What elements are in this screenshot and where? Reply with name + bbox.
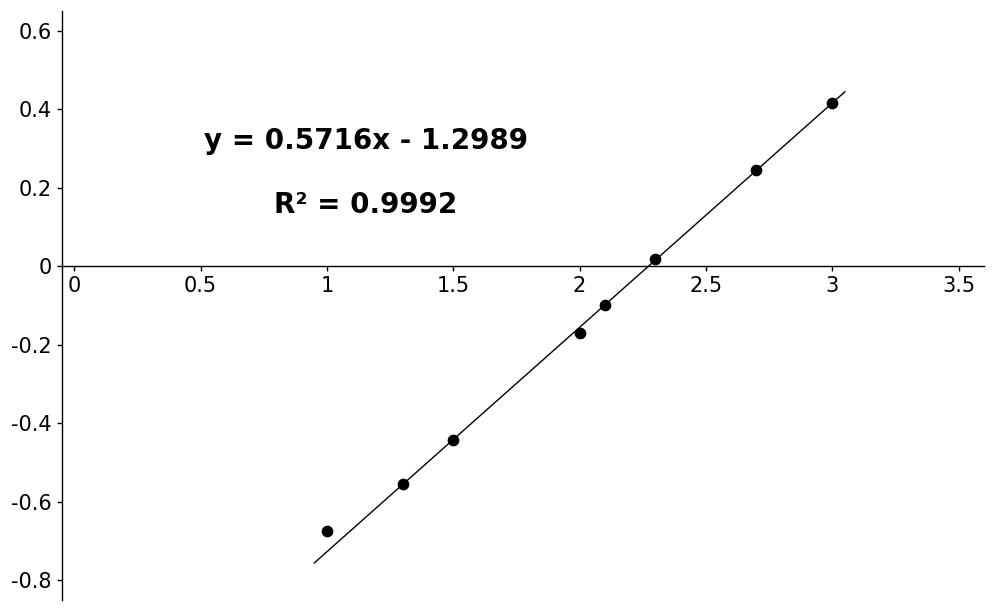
Point bbox=[823, 98, 839, 108]
Point bbox=[445, 435, 461, 445]
Point bbox=[647, 254, 663, 264]
Point bbox=[747, 166, 763, 175]
Text: R² = 0.9992: R² = 0.9992 bbox=[274, 191, 457, 219]
Point bbox=[395, 480, 411, 489]
Point bbox=[572, 329, 587, 338]
Point bbox=[319, 526, 335, 536]
Text: y = 0.5716x - 1.2989: y = 0.5716x - 1.2989 bbox=[204, 126, 528, 155]
Point bbox=[596, 300, 612, 310]
